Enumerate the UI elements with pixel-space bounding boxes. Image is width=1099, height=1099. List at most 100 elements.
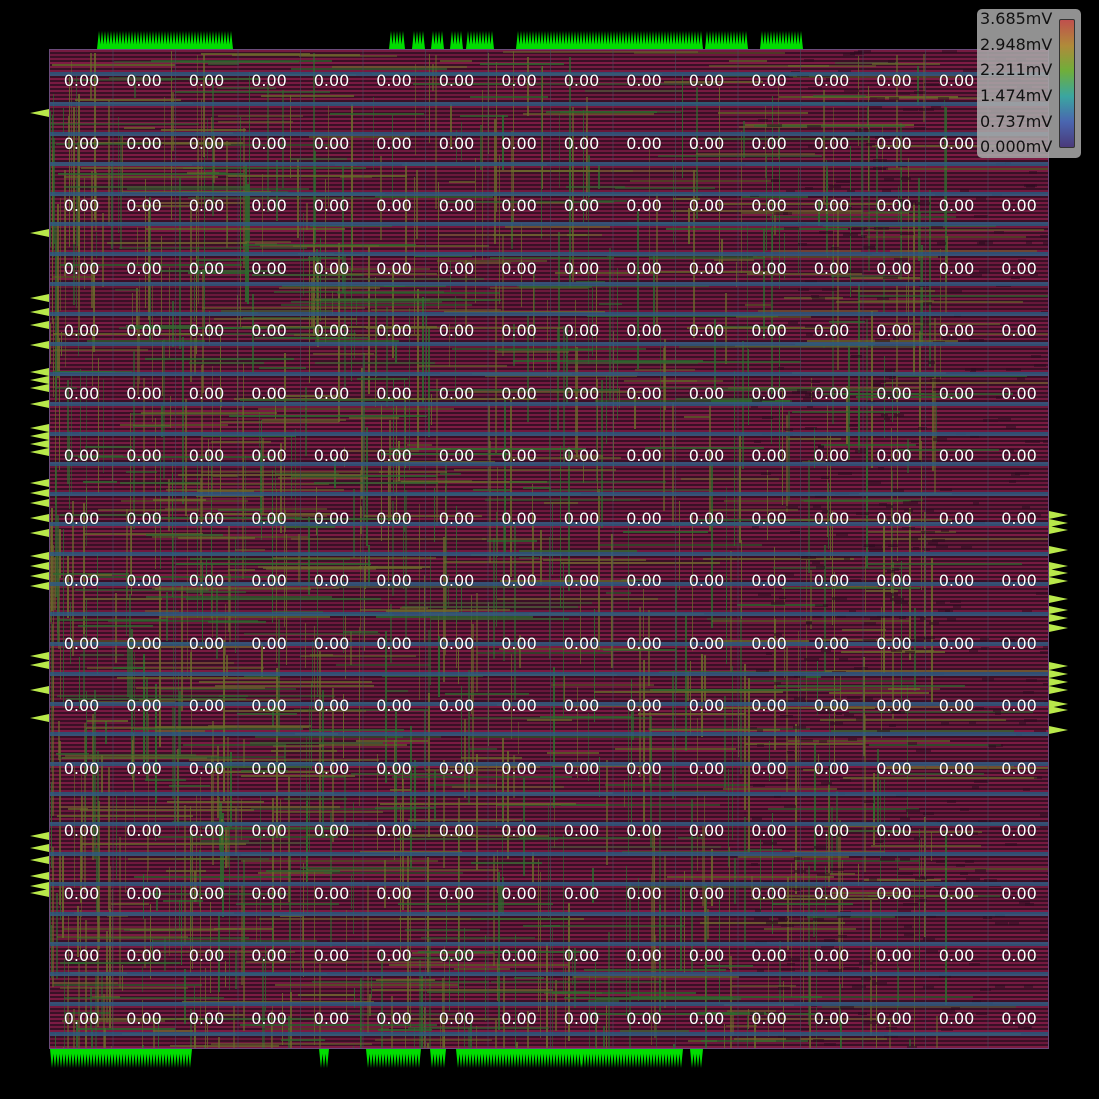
io-pin-marker [546, 31, 550, 49]
ir-drop-cell-value: 0.00 [301, 697, 363, 715]
io-pin-marker [1049, 519, 1068, 527]
io-pin-marker [793, 31, 797, 49]
ir-drop-cell-value: 0.00 [51, 447, 113, 465]
ir-drop-cell-value: 0.00 [238, 385, 300, 403]
ir-drop-cell-value: 0.00 [113, 260, 175, 278]
io-pin-marker [579, 1049, 583, 1068]
ir-drop-cell-value: 0.00 [988, 510, 1049, 528]
io-pin-marker [124, 31, 128, 49]
io-pin-marker [453, 31, 457, 49]
ir-drop-cell-value: 0.00 [488, 72, 550, 90]
ir-drop-cell-value: 0.00 [238, 510, 300, 528]
ir-drop-cell-value: 0.00 [113, 385, 175, 403]
io-pin-marker [657, 31, 661, 49]
io-pin-marker [643, 1049, 647, 1068]
ir-drop-cell-value: 0.00 [863, 572, 925, 590]
ir-drop-cell-value: 0.00 [51, 822, 113, 840]
io-pin-marker [205, 31, 209, 49]
ir-drop-cell-value: 0.00 [676, 385, 738, 403]
ir-drop-cell-value: 0.00 [863, 822, 925, 840]
legend-label-min: 0.000mV [980, 138, 1052, 156]
ir-drop-cell-value: 0.00 [488, 322, 550, 340]
io-pin-marker [567, 1049, 571, 1068]
ir-drop-cell-value: 0.00 [863, 510, 925, 528]
io-pin-marker [670, 1049, 674, 1068]
io-pin-marker [193, 31, 197, 49]
io-pin-marker [1049, 606, 1068, 614]
io-pin-marker [778, 31, 782, 49]
io-pin-marker [555, 31, 559, 49]
ir-drop-cell-value: 0.00 [988, 760, 1049, 778]
io-pin-marker [366, 1049, 370, 1068]
io-pin-marker [589, 1049, 593, 1068]
io-pin-marker [477, 1049, 481, 1068]
io-pin-marker [528, 1049, 532, 1068]
ir-drop-cell-value: 0.00 [363, 385, 425, 403]
ir-drop-cell-value: 0.00 [926, 572, 988, 590]
io-pin-marker [148, 31, 152, 49]
ir-drop-cell-value: 0.00 [176, 197, 238, 215]
io-pin-marker [583, 1049, 587, 1068]
io-pin-marker [390, 1049, 394, 1068]
ir-drop-cell-value: 0.00 [926, 885, 988, 903]
ir-drop-cell-value: 0.00 [426, 885, 488, 903]
io-pin-marker [564, 31, 568, 49]
io-pin-marker [723, 31, 727, 49]
io-pin-marker [588, 31, 592, 49]
ir-drop-cell-value: 0.00 [613, 260, 675, 278]
ir-drop-cell-value: 0.00 [738, 572, 800, 590]
io-pin-marker [552, 1049, 556, 1068]
ir-drop-cell-value: 0.00 [113, 197, 175, 215]
ir-drop-cell-value: 0.00 [488, 760, 550, 778]
ir-drop-cell-value: 0.00 [51, 1010, 113, 1028]
ir-drop-cell-value: 0.00 [863, 447, 925, 465]
ir-drop-cell-value: 0.00 [551, 635, 613, 653]
io-pin-marker [30, 499, 49, 507]
io-pin-marker [487, 31, 491, 49]
io-pin-marker [630, 31, 634, 49]
ir-drop-cell-value: 0.00 [363, 760, 425, 778]
io-pin-marker [170, 1049, 174, 1068]
ir-drop-cell-value: 0.00 [613, 197, 675, 215]
ir-drop-cell-value: 0.00 [113, 322, 175, 340]
io-pin-marker [624, 31, 628, 49]
io-pin-marker [30, 384, 49, 392]
ir-drop-cell-value: 0.00 [551, 385, 613, 403]
io-pin-marker [30, 308, 49, 316]
io-pin-marker [729, 31, 733, 49]
ir-drop-cell-value: 0.00 [238, 197, 300, 215]
ir-drop-cell-value: 0.00 [488, 510, 550, 528]
ir-drop-cell-value: 0.00 [551, 260, 613, 278]
io-pin-marker [30, 448, 49, 456]
ir-drop-cell-value: 0.00 [613, 1010, 675, 1028]
io-pin-marker [696, 31, 700, 49]
io-pin-marker [412, 31, 416, 49]
io-pin-marker [104, 1049, 108, 1068]
io-pin-marker [744, 31, 748, 49]
io-pin-marker [669, 31, 673, 49]
io-pin-marker [619, 1049, 623, 1068]
ir-drop-cell-value: 0.00 [801, 697, 863, 715]
io-pin-marker [465, 1049, 469, 1068]
io-pin-marker [651, 31, 655, 49]
io-pin-marker [119, 1049, 123, 1068]
io-pin-marker [543, 1049, 547, 1068]
ir-drop-cell-value: 0.00 [51, 72, 113, 90]
io-pin-marker [480, 1049, 484, 1068]
io-pin-marker [531, 1049, 535, 1068]
ir-drop-cell-value: 0.00 [176, 385, 238, 403]
io-pin-marker [699, 31, 703, 49]
io-pin-marker [101, 1049, 105, 1068]
io-pin-marker [83, 1049, 87, 1068]
io-pin-marker [226, 31, 230, 49]
ir-drop-cell-value: 0.00 [51, 697, 113, 715]
chip-die-layout[interactable]: 0.00 0.00 0.00 0.00 0.00 0.00 0.00 0.00 0.00 0.00… [49, 49, 1049, 1049]
color-scale-legend: 3.685mV 2.948mV 2.211mV 1.474mV 0.737mV … [977, 9, 1081, 158]
io-pin-marker [211, 31, 215, 49]
ir-drop-cell-value: 0.00 [426, 72, 488, 90]
io-pin-marker [30, 562, 49, 570]
io-pin-marker [738, 31, 742, 49]
io-pin-marker [396, 1049, 400, 1068]
io-pin-marker [30, 440, 49, 448]
ir-drop-cell-value: 0.00 [176, 260, 238, 278]
